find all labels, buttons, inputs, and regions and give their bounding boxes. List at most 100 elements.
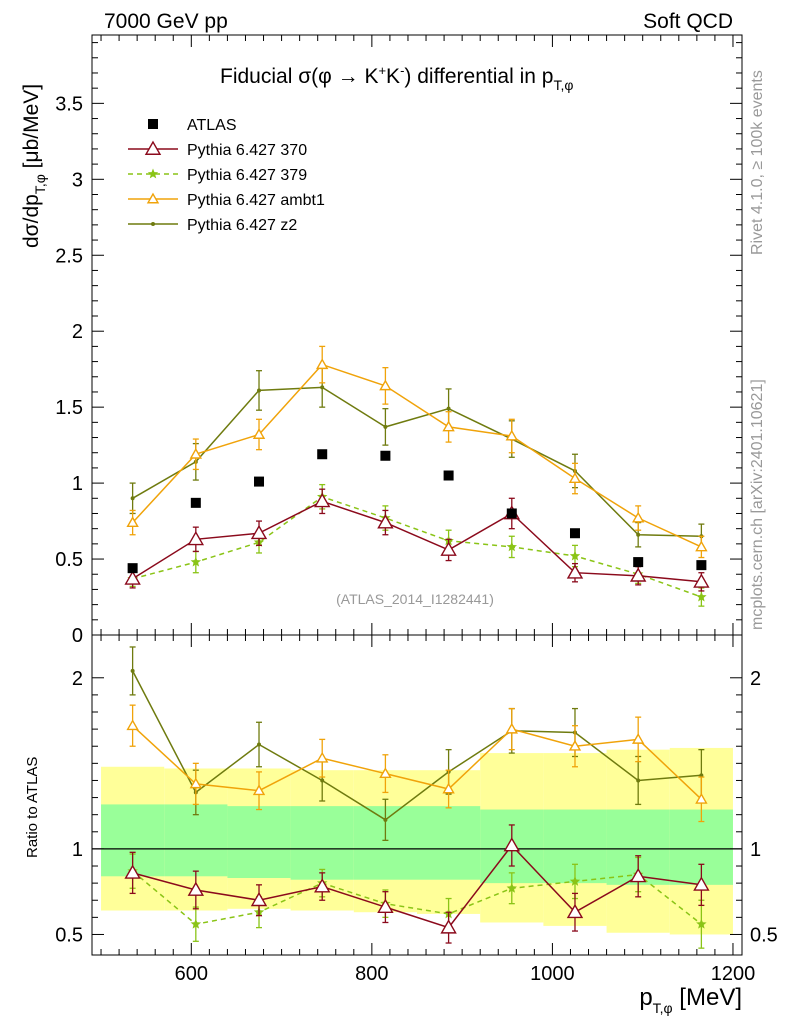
ratio-frame (91, 634, 743, 956)
main-ambt1-point (252, 428, 266, 439)
header-left: 7000 GeV pp (104, 10, 228, 33)
ratio-ambt1-point (126, 719, 139, 731)
legend: ATLAS Pythia 6.427 370 Pythia 6.427 379 Pyt… (128, 117, 325, 234)
x-tick-label: 1200 (711, 963, 756, 985)
main-x-ticks (100, 35, 734, 635)
main-p379-point (190, 556, 202, 567)
header-right: Soft QCD (643, 10, 733, 33)
ratio-z2-point (130, 668, 135, 673)
ratio-ambt1-line (132, 725, 702, 800)
main-ambt1-point (568, 472, 582, 483)
ratio-p370-point (440, 919, 457, 934)
main-atlas-point (317, 449, 328, 460)
main-p370-point (566, 564, 584, 579)
ratio-p370-point (566, 903, 584, 919)
main-y-tick-label: 0.5 (55, 549, 83, 571)
main-p370-point (187, 530, 205, 546)
ratio-p370-point (250, 891, 268, 907)
main-z2-point (257, 388, 262, 393)
main-ambt1-point (316, 358, 329, 370)
ratio-p379-point (696, 918, 707, 929)
chart-title: Fiducial σ(φ → K+K-) differential in pT,… (220, 63, 573, 93)
main-atlas-point (696, 560, 707, 571)
ratio-ambt1-point (505, 722, 518, 734)
ratio-z2-line (131, 670, 702, 821)
ratio-inner-band (417, 806, 481, 880)
main-y-ticks: 0 0.5 1 1.5 2 2.5 3 3.5 (55, 42, 742, 647)
main-z2-point (320, 385, 325, 390)
main-z2-point (130, 496, 135, 501)
main-ambt1-point (379, 379, 392, 391)
main-y-tick-label: 0 (72, 625, 83, 647)
legend-entry: ATLAS (148, 117, 237, 134)
legend-marker (151, 222, 155, 226)
ratio-y-tick-label-right: 1 (750, 839, 761, 861)
ratio-y-ticks: 0.5 0.5 1 1 2 2 (55, 668, 778, 947)
main-p370-point (377, 514, 394, 529)
main-p370-point (314, 492, 331, 508)
ratio-p370-point (377, 898, 394, 914)
main-y-tick-label: 3 (72, 169, 83, 191)
legend-marker (148, 119, 158, 129)
x-axis-label: pT,φ [MeV] (639, 984, 742, 1016)
main-atlas-point (569, 528, 580, 539)
ratio-p379-point (190, 918, 202, 929)
main-p379-point (696, 591, 707, 602)
main-atlas-point (254, 476, 265, 487)
main-p370-point (693, 573, 710, 588)
main-atlas-point (443, 470, 454, 481)
mcplots-credit-label: mcplots.cern.ch [arXiv:2401.10621] (749, 379, 766, 630)
ratio-ambt1-point (631, 732, 645, 744)
legend-label: ATLAS (187, 117, 237, 134)
ratio-z2-point (636, 778, 641, 783)
main-atlas-point (506, 508, 517, 519)
ratio-p370-point (314, 878, 331, 893)
analysis-watermark: (ATLAS_2014_I1282441) (336, 591, 494, 607)
ratio-ambt1-point (189, 777, 203, 789)
ratio-p370-point (629, 867, 647, 883)
main-atlas-point (633, 557, 644, 568)
legend-label: Pythia 6.427 379 (187, 167, 307, 184)
ratio-y-tick-label-left: 2 (72, 668, 83, 690)
main-y-tick-label: 2.5 (55, 245, 83, 267)
main-p379-line (132, 495, 702, 598)
main-marks (124, 345, 710, 607)
main-y-axis-label: dσ/dpT,φ [μb/MeV] (20, 84, 48, 248)
ratio-y-tick-label-right: 0.5 (750, 924, 778, 946)
ratio-z2-point (383, 817, 388, 822)
legend-entry: Pythia 6.427 379 (128, 167, 307, 184)
ratio-panel: 0.5 0.5 1 1 2 2 600 800 1000 1200 Ratio to ATLAS… (24, 634, 778, 1016)
main-panel: 0 0.5 1 1.5 2 2.5 3 3.5 Fiducial σ(φ → K+K-) di… (20, 34, 743, 647)
main-z2-point (636, 532, 641, 537)
ratio-y-tick-label-right: 2 (750, 668, 761, 690)
legend-marker (144, 140, 162, 155)
main-z2-point (446, 406, 451, 411)
main-p370-point (250, 524, 268, 540)
ratio-marks (124, 646, 710, 949)
ratio-ambt1-point (379, 767, 392, 779)
legend-label: Pythia 6.427 z2 (187, 217, 297, 234)
main-atlas-point (190, 497, 201, 508)
main-ambt1-point (631, 511, 645, 523)
ratio-z2-point (257, 742, 262, 747)
legend-label: Pythia 6.427 ambt1 (187, 192, 325, 209)
main-p370-point (124, 570, 141, 585)
ratio-x-ticks: 600 800 1000 1200 (100, 635, 756, 985)
ratio-y-axis-label: Ratio to ATLAS (24, 757, 41, 858)
ratio-inner-band (227, 806, 291, 878)
ratio-y-tick-label-left: 1 (72, 839, 83, 861)
main-ambt1-point (695, 540, 708, 552)
main-ambt1-point (505, 429, 518, 441)
legend-marker (146, 192, 160, 204)
x-tick-label: 800 (355, 963, 388, 985)
ratio-p370-line (132, 844, 702, 929)
main-ambt1-point (189, 447, 203, 459)
legend-entry: Pythia 6.427 370 (128, 140, 307, 159)
ratio-p370-point (503, 837, 520, 852)
main-atlas-point (127, 563, 138, 574)
main-atlas-point (380, 450, 391, 461)
ratio-p379-point (569, 875, 581, 886)
legend-marker (147, 168, 159, 179)
ratio-ambt1-point (252, 784, 266, 796)
legend-label: Pythia 6.427 370 (187, 142, 307, 159)
